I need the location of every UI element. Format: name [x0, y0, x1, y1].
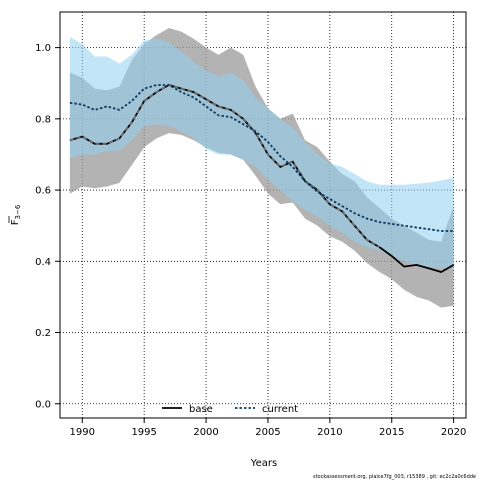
- legend-label-base: base: [189, 404, 213, 415]
- y-axis-label: F3−6: [8, 204, 22, 225]
- band-current: [69, 36, 454, 269]
- x-axis-label: Years: [250, 458, 277, 469]
- line-current: [69, 84, 454, 232]
- line-base-overlay: [69, 84, 380, 248]
- x-tick-label: 2005: [255, 427, 280, 438]
- y-tick-label: 0.6: [35, 186, 51, 197]
- y-axis-label-sub: 3−6: [14, 204, 22, 219]
- x-tick-label: 1995: [131, 427, 156, 438]
- x-tick-label: 2000: [193, 427, 218, 438]
- legend: base current: [162, 404, 298, 415]
- plot-frame: [59, 11, 467, 419]
- legend-label-current: current: [262, 404, 298, 415]
- y-tick-label: 1.0: [35, 43, 51, 54]
- y-tick-label: 0.2: [35, 328, 51, 339]
- y-axis: 0.0 0.2 0.4 0.6 0.8 1.0: [35, 43, 60, 410]
- y-tick-label: 0.4: [35, 257, 51, 268]
- x-tick-label: 2015: [379, 427, 404, 438]
- x-tick-label: 2010: [317, 427, 342, 438]
- x-tick-label: 1990: [70, 427, 95, 438]
- svg-text:F3−6: F3−6: [10, 204, 22, 225]
- series-lines: [69, 84, 455, 273]
- confidence-bands: [69, 28, 454, 308]
- y-tick-label: 0.0: [35, 399, 51, 410]
- x-tick-label: 2020: [441, 427, 466, 438]
- footer-note: stockassessment.org, plaice7fg_003, r153…: [313, 474, 476, 480]
- y-axis-label-main: F: [10, 219, 21, 225]
- x-axis: 1990 1995 2000 2005 2010 2015 2020: [70, 418, 466, 438]
- y-tick-label: 0.8: [35, 114, 51, 125]
